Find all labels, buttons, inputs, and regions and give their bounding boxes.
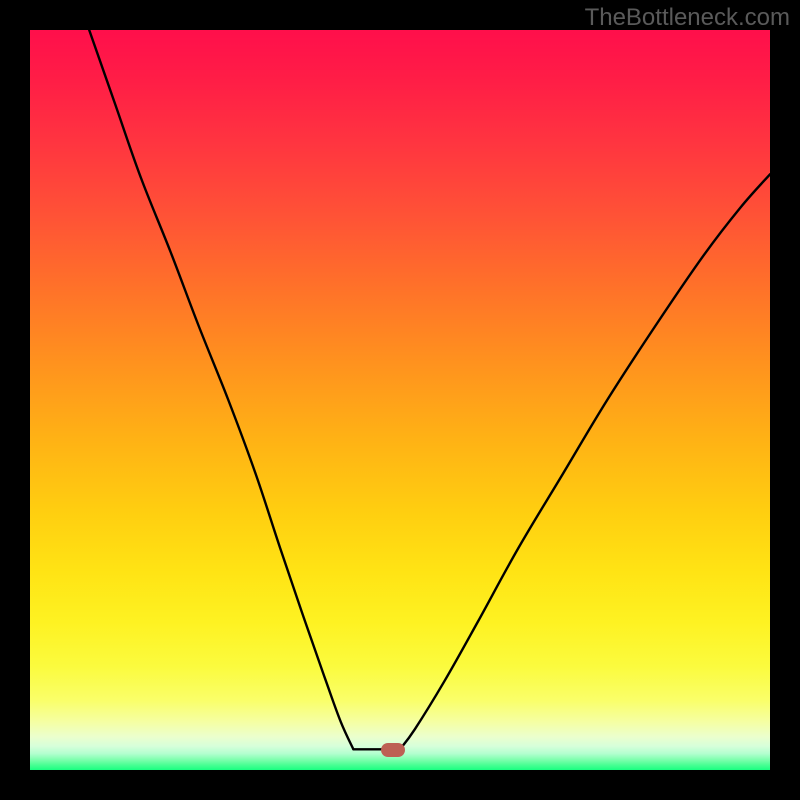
watermark-text: TheBottleneck.com [585,4,790,32]
plot-area [30,30,770,770]
optimum-marker [381,743,405,757]
chart-canvas: TheBottleneck.com [0,0,800,800]
bottleneck-curve [30,30,770,770]
